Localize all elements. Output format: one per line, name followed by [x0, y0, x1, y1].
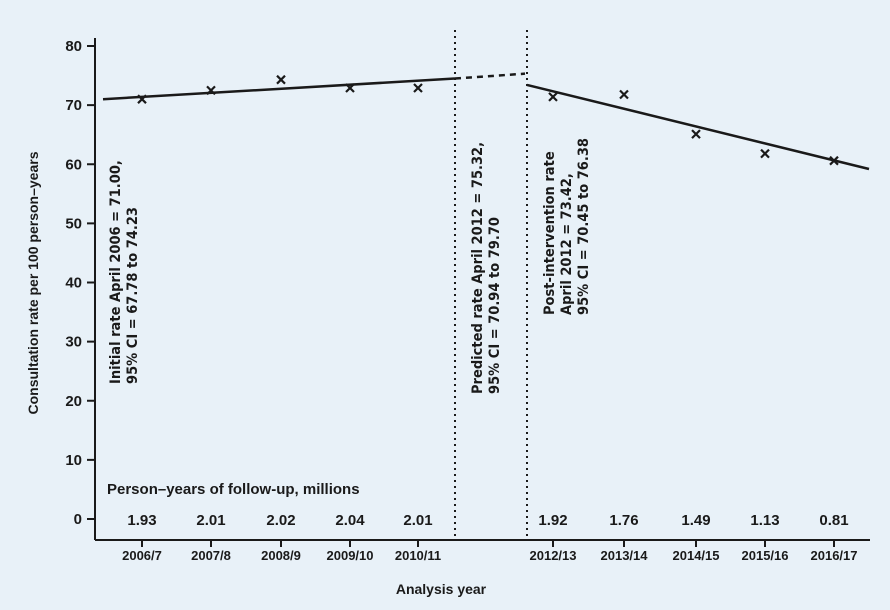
x-tick-label: 2015/16: [742, 548, 789, 563]
x-tick-label: 2013/14: [601, 548, 649, 563]
observed-point-marker: [137, 94, 147, 104]
person-years-label: Person–years of follow-up, millions: [107, 481, 360, 498]
person-years-value: 1.92: [538, 512, 567, 529]
y-tick-label: 70: [65, 97, 82, 114]
observed-point-marker: [345, 83, 355, 93]
annotation-predicted-rate: 95% CI = 70.94 to 79.70: [487, 217, 503, 394]
person-years-value: 1.76: [609, 512, 638, 529]
x-tick-label: 2007/8: [191, 548, 231, 563]
observed-point-marker: [829, 155, 839, 166]
person-years-value: 1.13: [750, 512, 779, 529]
x-tick-label: 2008/9: [261, 548, 301, 563]
predicted-trend-line: [454, 72, 526, 80]
x-tick-label: 2014/15: [673, 548, 720, 563]
x-tick-label: 2016/17: [811, 548, 858, 563]
observed-point-marker: [413, 83, 423, 93]
person-years-value: 1.49: [681, 512, 710, 529]
y-tick-label: 80: [65, 38, 82, 55]
annotation-post-intervention-rate: Post-intervention rate: [542, 151, 558, 315]
y-tick-label: 10: [65, 452, 82, 469]
y-tick-label: 30: [65, 334, 82, 351]
annotation-predicted-rate: Predicted rate April 2012 = 75.32,: [470, 142, 486, 394]
annotation-initial-rate: Initial rate April 2006 = 71.00,: [108, 160, 124, 384]
observed-point-marker: [760, 148, 770, 159]
annotation-post-intervention-rate: 95% CI = 70.45 to 76.38: [576, 138, 592, 315]
y-tick-label: 20: [65, 393, 82, 410]
y-tick-label: 60: [65, 156, 82, 173]
post-intervention-trend-line: [526, 83, 870, 171]
y-tick-label: 50: [65, 215, 82, 232]
person-years-value: 0.81: [819, 512, 848, 529]
y-tick-label: 40: [65, 275, 82, 292]
pre-intervention-trend-line: [102, 77, 456, 101]
y-axis-title: Consultation rate per 100 person–years: [25, 151, 41, 414]
x-axis-title: Analysis year: [396, 581, 487, 597]
person-years-value: 2.01: [403, 512, 432, 529]
person-years-value: 2.02: [266, 512, 295, 529]
annotation-initial-rate: 95% CI = 67.78 to 74.23: [125, 207, 141, 384]
observed-point-marker: [619, 89, 629, 100]
observed-point-marker: [276, 74, 286, 85]
observed-point-marker: [206, 85, 216, 96]
x-tick-label: 2012/13: [530, 548, 577, 563]
person-years-value: 1.93: [127, 512, 156, 529]
x-tick-label: 2010/11: [395, 548, 441, 563]
annotation-post-intervention-rate: April 2012 = 73.42,: [559, 173, 575, 315]
person-years-value: 2.01: [196, 512, 225, 529]
x-tick-label: 2009/10: [327, 548, 374, 563]
person-years-value: 2.04: [335, 512, 365, 529]
observed-point-marker: [548, 92, 558, 102]
x-tick-label: 2006/7: [122, 548, 162, 563]
observed-point-marker: [691, 129, 701, 139]
y-tick-label: 0: [74, 511, 82, 528]
